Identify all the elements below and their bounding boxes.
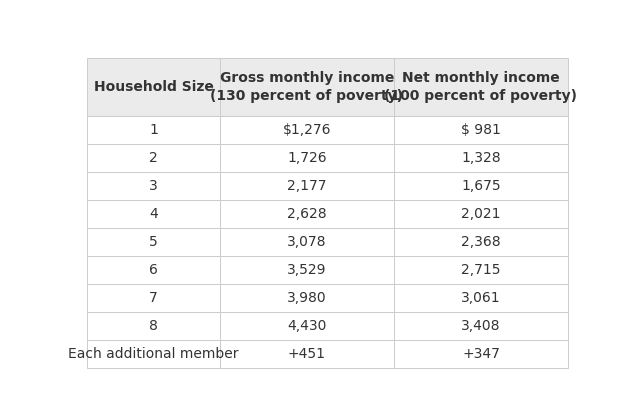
Bar	[220, 172, 394, 200]
Bar	[220, 228, 394, 256]
Text: 7: 7	[149, 291, 158, 305]
Text: 3,980: 3,980	[287, 291, 326, 305]
Text: 2: 2	[149, 151, 158, 165]
Bar	[394, 256, 568, 284]
Bar	[394, 144, 568, 172]
Text: $1,276: $1,276	[283, 123, 331, 137]
Text: Gross monthly income
(130 percent of poverty): Gross monthly income (130 percent of pov…	[211, 70, 403, 103]
Text: 6: 6	[149, 263, 158, 277]
Bar	[394, 200, 568, 228]
Bar	[88, 284, 220, 312]
Bar	[220, 200, 394, 228]
Bar	[88, 256, 220, 284]
Bar	[88, 312, 220, 340]
Text: 3: 3	[149, 179, 158, 193]
Bar	[220, 284, 394, 312]
Text: 2,715: 2,715	[461, 263, 500, 277]
Bar	[220, 340, 394, 368]
Bar	[88, 228, 220, 256]
Text: Each additional member: Each additional member	[68, 347, 239, 361]
Bar	[88, 340, 220, 368]
Text: 2,628: 2,628	[287, 207, 326, 221]
Text: Household Size: Household Size	[93, 80, 214, 94]
Bar	[88, 144, 220, 172]
Text: 1,675: 1,675	[461, 179, 501, 193]
Bar	[88, 58, 220, 116]
Bar	[220, 312, 394, 340]
Bar	[394, 58, 568, 116]
Bar	[220, 256, 394, 284]
Bar	[88, 200, 220, 228]
Bar	[394, 340, 568, 368]
Bar	[88, 172, 220, 200]
Text: 1: 1	[149, 123, 158, 137]
Text: 1,328: 1,328	[461, 151, 501, 165]
Text: 3,529: 3,529	[287, 263, 326, 277]
Bar	[394, 228, 568, 256]
Text: 3,061: 3,061	[461, 291, 501, 305]
Bar	[394, 284, 568, 312]
Text: +347: +347	[462, 347, 500, 361]
Text: $ 981: $ 981	[461, 123, 501, 137]
Text: 3,408: 3,408	[461, 319, 500, 333]
Text: 4,430: 4,430	[287, 319, 326, 333]
Text: 8: 8	[149, 319, 158, 333]
Text: 4: 4	[149, 207, 158, 221]
Bar	[220, 58, 394, 116]
Bar	[394, 312, 568, 340]
Bar	[394, 172, 568, 200]
Text: 1,726: 1,726	[287, 151, 326, 165]
Text: 2,021: 2,021	[461, 207, 500, 221]
Bar	[220, 144, 394, 172]
Text: 5: 5	[149, 235, 158, 249]
Text: 2,368: 2,368	[461, 235, 501, 249]
Text: +451: +451	[288, 347, 326, 361]
Text: Net monthly income
(100 percent of poverty): Net monthly income (100 percent of pover…	[385, 70, 577, 103]
Text: 2,177: 2,177	[287, 179, 326, 193]
Bar	[88, 116, 220, 144]
Text: 3,078: 3,078	[287, 235, 326, 249]
Bar	[220, 116, 394, 144]
Bar	[394, 116, 568, 144]
